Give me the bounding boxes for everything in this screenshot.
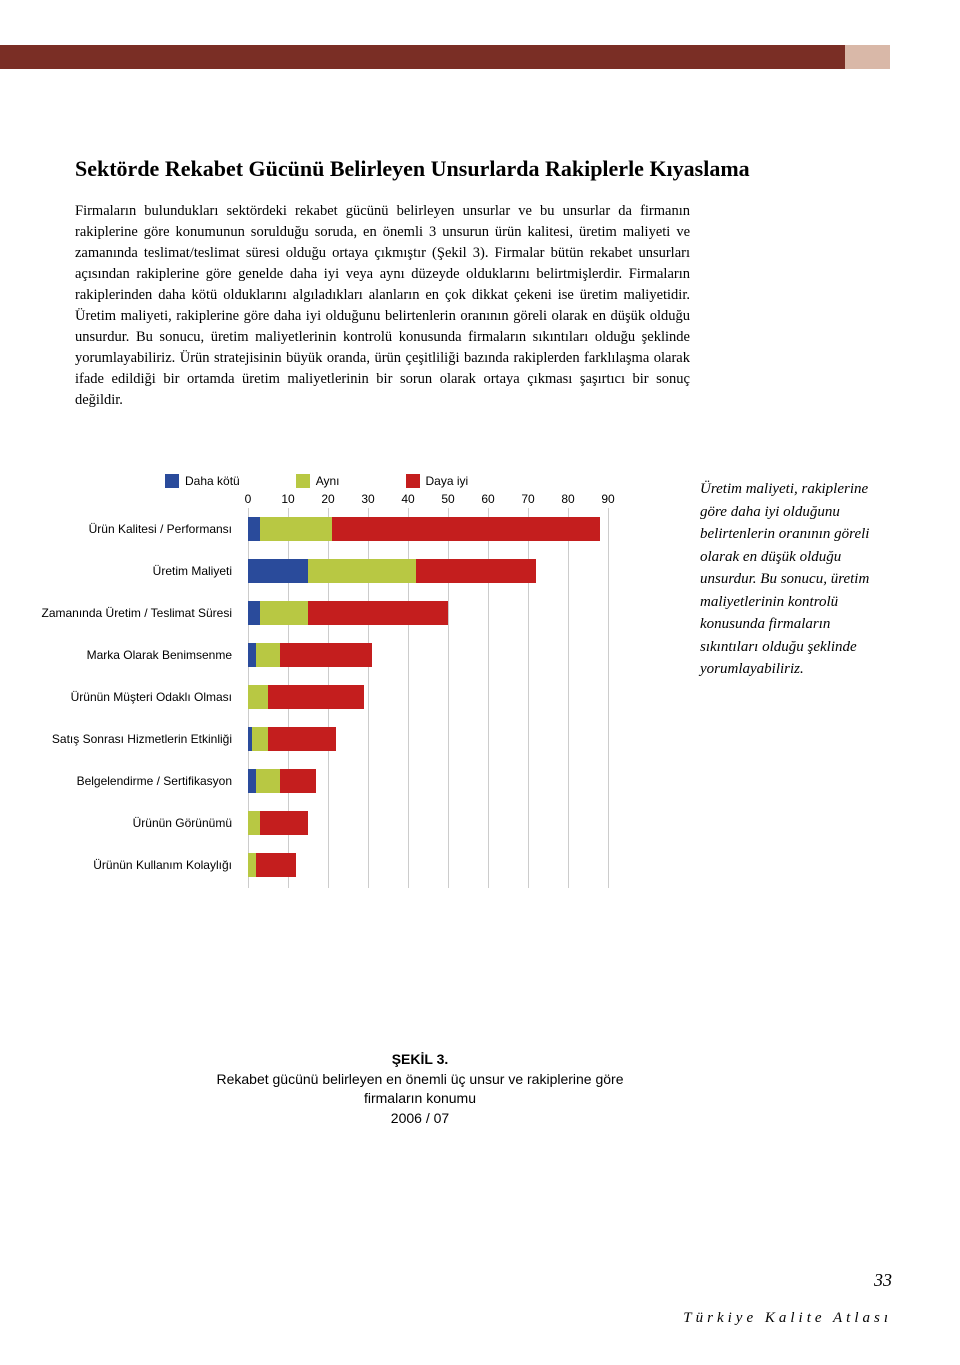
bar-segment (252, 727, 268, 751)
bar-row: Ürün Kalitesi / Performansı (30, 508, 680, 550)
chart-legend: Daha kötü Aynı Daya iyi (165, 474, 680, 488)
bar-label: Ürün Kalitesi / Performansı (30, 522, 240, 536)
bar-row: Ürünün Görünümü (30, 802, 680, 844)
page-number: 33 (874, 1270, 892, 1291)
header-band (0, 45, 890, 69)
axis-tick: 80 (548, 492, 588, 506)
band-accent (845, 45, 890, 69)
bar-row: Satış Sonrası Hizmetlerin Etkinliği (30, 718, 680, 760)
bar-segment (280, 769, 316, 793)
bar-label: Satış Sonrası Hizmetlerin Etkinliği (30, 732, 240, 746)
bar-segment (248, 643, 256, 667)
bar-track (248, 769, 316, 793)
bar-row: Belgelendirme / Sertifikasyon (30, 760, 680, 802)
bar-row: Zamanında Üretim / Teslimat Süresi (30, 592, 680, 634)
body-paragraph: Firmaların bulundukları sektördeki rekab… (75, 201, 690, 411)
legend-swatch (165, 474, 179, 488)
bar-segment (308, 601, 448, 625)
bar-track (248, 811, 308, 835)
legend-item: Daha kötü (165, 474, 240, 488)
footer-publication: Türkiye Kalite Atlası (683, 1310, 892, 1327)
legend-item: Aynı (296, 474, 340, 488)
x-axis-ticks: 0102030405060708090 (248, 492, 680, 506)
legend-label: Daha kötü (185, 474, 240, 488)
bar-track (248, 559, 536, 583)
bar-track (248, 853, 296, 877)
bar-track (248, 727, 336, 751)
bar-segment (268, 727, 336, 751)
bar-segment (260, 517, 332, 541)
bar-segment (248, 853, 256, 877)
bar-label: Ürünün Müşteri Odaklı Olması (30, 690, 240, 704)
bar-segment (260, 811, 308, 835)
bar-row: Üretim Maliyeti (30, 550, 680, 592)
bar-track (248, 643, 372, 667)
legend-swatch (406, 474, 420, 488)
bar-segment (308, 559, 416, 583)
chart-body: Ürün Kalitesi / Performansı Üretim Maliye… (30, 508, 680, 886)
bar-segment (268, 685, 364, 709)
bar-label: Zamanında Üretim / Teslimat Süresi (30, 606, 240, 620)
bar-track (248, 517, 600, 541)
band-main (0, 45, 845, 69)
bar-row: Marka Olarak Benimsenme (30, 634, 680, 676)
bar-label: Belgelendirme / Sertifikasyon (30, 774, 240, 788)
bar-segment (248, 769, 256, 793)
caption-text: Rekabet gücünü belirleyen en önemli üç u… (210, 1070, 630, 1109)
bar-row: Ürünün Müşteri Odaklı Olması (30, 676, 680, 718)
bar-segment (248, 559, 308, 583)
chart: Daha kötü Aynı Daya iyi 010203040506070809… (30, 474, 680, 886)
legend-item: Daya iyi (406, 474, 469, 488)
bar-segment (280, 643, 372, 667)
bar-label: Ürünün Görünümü (30, 816, 240, 830)
bar-segment (248, 685, 268, 709)
bar-track (248, 601, 448, 625)
bar-segment (248, 517, 260, 541)
figure-caption: ŞEKİL 3. Rekabet gücünü belirleyen en ön… (210, 1050, 630, 1128)
bar-segment (416, 559, 536, 583)
bar-segment (256, 769, 280, 793)
bar-label: Üretim Maliyeti (30, 564, 240, 578)
bar-label: Ürünün Kullanım Kolaylığı (30, 858, 240, 872)
figure-number: ŞEKİL 3. (210, 1050, 630, 1070)
callout-text: Üretim maliyeti, rakiplerine göre daha i… (700, 478, 890, 681)
axis-tick: 50 (428, 492, 468, 506)
axis-tick: 20 (308, 492, 348, 506)
bar-label: Marka Olarak Benimsenme (30, 648, 240, 662)
section-title: Sektörde Rekabet Gücünü Belirleyen Unsur… (75, 155, 885, 183)
axis-tick: 70 (508, 492, 548, 506)
legend-label: Daya iyi (426, 474, 469, 488)
caption-year: 2006 / 07 (210, 1109, 630, 1129)
bar-track (248, 685, 364, 709)
bar-segment (256, 853, 296, 877)
axis-tick: 90 (588, 492, 628, 506)
bar-segment (248, 811, 260, 835)
bar-row: Ürünün Kullanım Kolaylığı (30, 844, 680, 886)
axis-tick: 0 (228, 492, 268, 506)
bar-segment (256, 643, 280, 667)
bar-segment (248, 601, 260, 625)
axis-tick: 10 (268, 492, 308, 506)
axis-tick: 30 (348, 492, 388, 506)
main-content: Sektörde Rekabet Gücünü Belirleyen Unsur… (75, 155, 885, 411)
axis-tick: 60 (468, 492, 508, 506)
legend-swatch (296, 474, 310, 488)
bar-segment (260, 601, 308, 625)
legend-label: Aynı (316, 474, 340, 488)
bar-segment (332, 517, 600, 541)
axis-tick: 40 (388, 492, 428, 506)
